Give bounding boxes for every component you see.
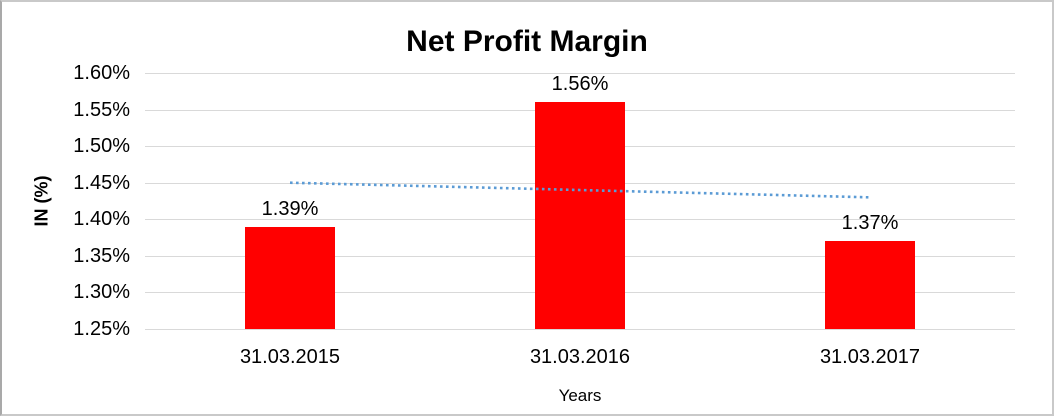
y-tick-label: 1.40%: [73, 208, 130, 230]
data-label: 1.37%: [841, 212, 899, 234]
gridline: [145, 73, 1015, 74]
y-tick-label: 1.60%: [73, 62, 130, 84]
bar-31.03.2016: [535, 102, 625, 329]
y-tick-label: 1.35%: [73, 245, 130, 267]
x-tick-label: 31.03.2017: [819, 346, 921, 368]
x-tick-label: 31.03.2016: [529, 346, 631, 368]
y-tick-label: 1.50%: [73, 135, 130, 157]
bar-31.03.2017: [825, 241, 915, 329]
data-label: 1.56%: [551, 73, 609, 95]
y-tick-label: 1.25%: [73, 318, 130, 340]
y-tick-label: 1.55%: [73, 99, 130, 121]
x-tick-label: 31.03.2015: [239, 346, 341, 368]
y-tick-label: 1.45%: [73, 172, 130, 194]
bar-31.03.2015: [245, 227, 335, 329]
y-axis-title: IN (%): [31, 175, 52, 227]
data-label: 1.39%: [261, 198, 319, 220]
chart-title: Net Profit Margin: [406, 25, 648, 58]
x-axis-title: Years: [558, 386, 602, 405]
gridline: [145, 329, 1015, 330]
y-tick-label: 1.30%: [73, 281, 130, 303]
